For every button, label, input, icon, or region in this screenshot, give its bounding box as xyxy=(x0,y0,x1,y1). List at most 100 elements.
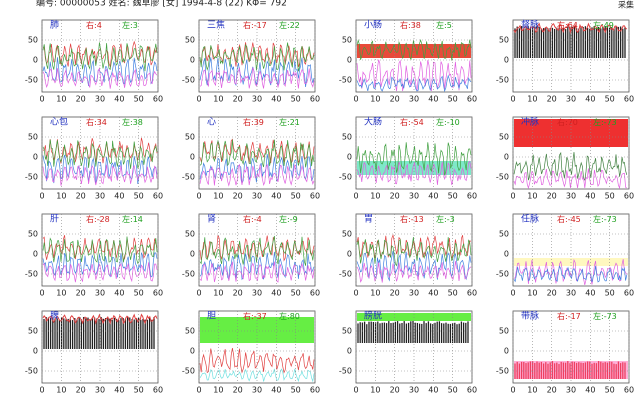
x-tick-label: 30 xyxy=(95,289,105,298)
x-tick-label: 40 xyxy=(271,192,281,201)
x-tick-label: 20 xyxy=(76,289,86,298)
x-tick-label: 50 xyxy=(134,95,144,104)
x-tick-label: 40 xyxy=(428,192,438,201)
y-tick-label: 50 xyxy=(185,327,195,336)
left-prefix: 左: xyxy=(279,214,290,224)
x-tick-label: 10 xyxy=(370,386,380,395)
y-tick-label: -50 xyxy=(496,270,509,279)
trace xyxy=(199,42,315,72)
x-tick-label: 60 xyxy=(467,386,477,395)
x-tick-label: 40 xyxy=(428,386,438,395)
left-number: 14 xyxy=(133,215,143,224)
trace xyxy=(199,235,315,266)
left-value: 左:14 xyxy=(122,214,143,224)
x-tick-label: 10 xyxy=(370,192,380,201)
x-tick-label: 50 xyxy=(605,192,615,201)
right-prefix: 右: xyxy=(243,117,254,127)
y-tick-label: 0 xyxy=(190,56,195,65)
x-tick-label: 60 xyxy=(310,289,320,298)
x-tick-label: 30 xyxy=(566,289,576,298)
x-tick-label: 40 xyxy=(114,386,124,395)
left-prefix: 左: xyxy=(122,117,133,127)
traces xyxy=(42,235,158,283)
panel-name: 小肠 xyxy=(364,20,382,31)
left-prefix: 左: xyxy=(593,214,604,224)
right-number: 38 xyxy=(411,21,421,30)
x-tick-label: 60 xyxy=(153,95,163,104)
x-tick-label: 20 xyxy=(390,192,400,201)
x-tick-label: 10 xyxy=(56,95,66,104)
x-tick-label: 0 xyxy=(196,192,201,201)
right-number: 64 xyxy=(568,21,578,30)
y-tick-label: 50 xyxy=(185,36,195,45)
right-value: 右:-45 xyxy=(557,214,581,224)
x-tick-label: 10 xyxy=(56,386,66,395)
left-value: 左:-73 xyxy=(593,117,617,127)
x-tick-label: 20 xyxy=(233,192,243,201)
left-prefix: 左: xyxy=(122,20,133,30)
x-tick-label: 40 xyxy=(114,95,124,104)
y-tick-label: 50 xyxy=(342,230,352,239)
y-tick-label: -50 xyxy=(496,173,509,182)
x-tick-label: 40 xyxy=(585,192,595,201)
panel-name: 带脉 xyxy=(521,310,539,322)
right-value: 右:39 xyxy=(243,117,264,127)
left-number: 21 xyxy=(290,118,300,127)
x-tick-label: 20 xyxy=(76,95,86,104)
trace xyxy=(356,142,472,176)
y-tick-label: -50 xyxy=(496,367,509,376)
panel-name: 胃 xyxy=(364,214,373,225)
x-tick-label: 20 xyxy=(76,192,86,201)
left-number: -9 xyxy=(290,215,298,224)
trace xyxy=(42,262,158,283)
y-tick-label: -50 xyxy=(339,270,352,279)
x-tick-label: 40 xyxy=(271,95,281,104)
panel: 50 0 -50 0 10 20 30 40 50 60 肝 右:-28 左:14 xyxy=(25,214,163,298)
right-value: 右:-37 xyxy=(243,311,267,321)
panel-name: 肾 xyxy=(207,214,216,225)
y-tick-label: 50 xyxy=(499,230,509,239)
x-tick-label: 60 xyxy=(467,192,477,201)
right-prefix: 右: xyxy=(557,117,568,127)
trace xyxy=(513,265,628,283)
y-tick-label: -50 xyxy=(496,76,509,85)
x-tick-label: 30 xyxy=(566,95,576,104)
left-number: -73 xyxy=(604,118,617,127)
band xyxy=(514,361,628,379)
x-tick-label: 50 xyxy=(605,289,615,298)
left-prefix: 左: xyxy=(279,311,290,321)
y-tick-label: 50 xyxy=(499,36,509,45)
x-tick-label: 0 xyxy=(510,192,515,201)
left-prefix: 左: xyxy=(593,117,604,127)
left-value: 左:49 xyxy=(593,20,614,30)
y-tick-label: 0 xyxy=(33,347,38,356)
panel-name: 肺 xyxy=(50,20,59,31)
x-tick-label: 30 xyxy=(252,192,262,201)
x-tick-label: 50 xyxy=(448,192,458,201)
right-number: -4 xyxy=(254,215,262,224)
x-tick-label: 0 xyxy=(39,192,44,201)
panel: 50 0 -50 0 10 20 30 40 50 60 小肠 右:38 左:5 xyxy=(339,20,477,104)
panel-name: 三焦 xyxy=(207,19,225,31)
left-prefix: 左: xyxy=(593,20,604,30)
left-value: 左:-73 xyxy=(593,214,617,224)
right-prefix: 右: xyxy=(557,20,568,30)
right-value: 右:-54 xyxy=(400,117,424,127)
x-tick-label: 60 xyxy=(153,192,163,201)
panel: 50 0 -50 0 10 20 30 40 50 60 带脉 右:-17 左:-73 xyxy=(496,310,634,395)
y-tick-label: -50 xyxy=(25,76,38,85)
left-number: -3 xyxy=(447,215,455,224)
left-prefix: 左: xyxy=(436,117,447,127)
x-tick-label: 10 xyxy=(56,192,66,201)
left-number: 22 xyxy=(290,21,300,30)
trace xyxy=(199,139,315,169)
trace xyxy=(199,368,315,383)
x-tick-label: 10 xyxy=(213,386,223,395)
panel-name: 膀胱 xyxy=(364,310,382,322)
panel-name: 心包 xyxy=(50,116,68,128)
left-value: 左:38 xyxy=(122,117,143,127)
y-tick-label: 0 xyxy=(504,250,509,259)
x-tick-label: 30 xyxy=(566,192,576,201)
right-value: 右:-17 xyxy=(557,311,581,321)
